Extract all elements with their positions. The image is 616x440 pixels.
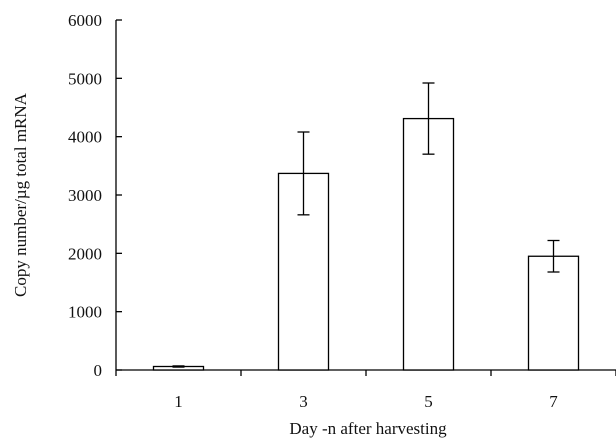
y-tick-label: 1000 — [68, 303, 102, 322]
bar — [402, 117, 455, 371]
y-axis-label: Copy number/µg total mRNA — [11, 92, 30, 297]
x-tick-label: 3 — [299, 392, 308, 411]
x-tick-label: 7 — [549, 392, 558, 411]
x-tick-label: 1 — [174, 392, 183, 411]
bars — [152, 117, 580, 371]
y-tick-label: 6000 — [68, 11, 102, 30]
x-axis-label: Day -n after harvesting — [289, 419, 447, 438]
y-tick-label: 2000 — [68, 244, 102, 263]
y-tick-label: 5000 — [68, 69, 102, 88]
error-bars — [172, 82, 560, 368]
bar — [527, 255, 580, 371]
x-tick-label: 5 — [424, 392, 433, 411]
y-axis: 0 1000 2000 3000 4000 5000 6000 — [68, 11, 122, 380]
y-tick-label: 4000 — [68, 128, 102, 147]
y-tick-label: 3000 — [68, 186, 102, 205]
y-tick-label: 0 — [94, 361, 103, 380]
x-axis: 1 3 5 7 — [115, 369, 616, 411]
